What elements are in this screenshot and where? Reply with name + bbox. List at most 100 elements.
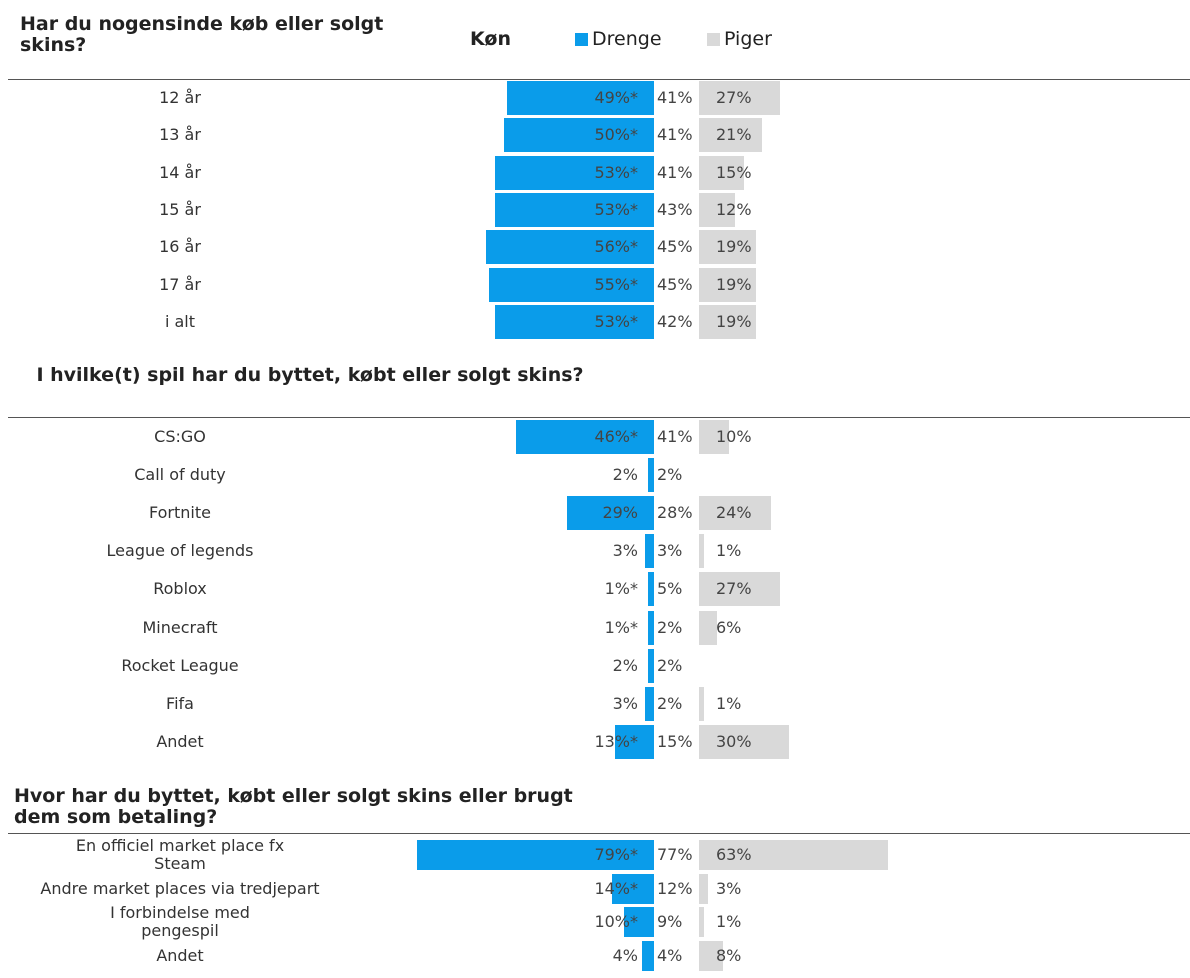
bar-piger (699, 192, 735, 227)
bar-drenge (486, 230, 654, 265)
value-label-drenge: 53%* (594, 162, 638, 182)
value-label-drenge: 4% (612, 945, 638, 965)
value-label-total: 2% (657, 465, 683, 485)
value-label-drenge: 53%* (594, 199, 638, 219)
category-label: En officiel market place fx Steam (75, 836, 285, 873)
bar-drenge (615, 724, 654, 759)
value-label-total: 77% (657, 845, 693, 864)
value-label-total: 43% (657, 199, 693, 219)
bar-piger (699, 496, 771, 531)
value-label-drenge: 29% (602, 503, 638, 523)
value-label-total: 41% (657, 427, 693, 446)
bar-drenge (516, 420, 654, 454)
value-label-total: 45% (657, 274, 693, 294)
value-label-piger: 24% (716, 503, 752, 523)
value-label-piger: 27% (716, 88, 752, 107)
bar-piger (699, 907, 704, 937)
category-label: Roblox (153, 579, 207, 599)
value-label-total: 41% (657, 162, 693, 182)
bar-piger (699, 267, 756, 302)
category-label: 14 år (159, 162, 201, 182)
category-label: i alt (164, 311, 196, 331)
legend-title: Køn (470, 28, 511, 50)
value-label-total: 28% (657, 503, 693, 523)
category-label: 16 år (159, 237, 201, 257)
legend-item-drenge: Drenge (575, 28, 662, 50)
value-label-total: 41% (657, 88, 693, 107)
bar-piger (699, 686, 704, 721)
value-label-total: 2% (657, 617, 683, 637)
value-label-drenge: 50%* (594, 125, 638, 145)
category-label: League of legends (106, 541, 254, 561)
value-label-drenge: 53%* (594, 311, 638, 331)
value-label-piger: 1% (716, 541, 742, 561)
bar-drenge (567, 496, 654, 531)
value-label-drenge: 2% (612, 655, 638, 675)
bar-piger (699, 230, 756, 265)
value-label-piger: 19% (716, 274, 752, 294)
section-divider-1 (8, 79, 1190, 80)
value-label-total: 41% (657, 125, 693, 145)
value-label-drenge: 3% (612, 693, 638, 713)
bar-drenge (648, 648, 654, 683)
section-title-2: I hvilke(t) spil har du byttet, købt ell… (36, 364, 584, 386)
value-label-piger: 63% (716, 845, 752, 864)
value-label-total: 5% (657, 579, 683, 599)
value-label-total: 2% (657, 693, 683, 713)
bar-drenge (417, 840, 654, 870)
value-label-piger: 6% (716, 617, 742, 637)
value-label-drenge: 1%* (604, 579, 638, 599)
bar-drenge (504, 118, 654, 153)
value-label-drenge: 13%* (594, 731, 638, 751)
value-label-total: 4% (657, 945, 683, 965)
bar-drenge (507, 81, 654, 115)
value-label-drenge: 55%* (594, 274, 638, 294)
bar-piger (699, 118, 762, 153)
bar-drenge (495, 155, 654, 190)
value-label-piger: 15% (716, 162, 752, 182)
category-label: 15 år (159, 199, 201, 219)
bar-drenge (648, 610, 654, 645)
bar-piger (699, 534, 704, 569)
category-label: Andet (156, 945, 204, 965)
value-label-total: 42% (657, 311, 693, 331)
legend-label-drenge: Drenge (592, 28, 662, 50)
bar-piger (699, 420, 729, 454)
value-label-piger: 3% (716, 878, 742, 898)
section-title-3: Hvor har du byttet, købt eller solgt ski… (14, 785, 573, 828)
value-label-total: 2% (657, 655, 683, 675)
legend-label-piger: Piger (724, 28, 772, 50)
bar-piger (699, 304, 756, 339)
bar-piger (699, 840, 888, 870)
value-label-total: 3% (657, 541, 683, 561)
value-label-drenge: 46%* (594, 427, 638, 446)
value-label-total: 9% (657, 912, 683, 931)
bar-drenge (648, 458, 654, 493)
bar-drenge (648, 572, 654, 607)
bar-piger (699, 572, 780, 607)
value-label-drenge: 2% (612, 465, 638, 485)
value-label-piger: 1% (716, 912, 742, 931)
category-label: Rocket League (121, 655, 239, 675)
bar-piger (699, 81, 780, 115)
value-label-piger: 12% (716, 199, 752, 219)
value-label-piger: 19% (716, 311, 752, 331)
category-label: Andre market places via tredjepart (40, 878, 320, 898)
value-label-drenge: 56%* (594, 237, 638, 257)
bar-drenge (495, 304, 654, 339)
section-divider-2 (8, 417, 1190, 418)
bar-piger (699, 610, 717, 645)
legend-swatch-piger (707, 32, 720, 46)
category-label: Fifa (166, 693, 194, 713)
bar-piger (699, 155, 744, 190)
bar-piger (699, 724, 789, 759)
bar-drenge (489, 267, 654, 302)
bar-drenge (645, 534, 654, 569)
category-label: Minecraft (142, 617, 218, 637)
value-label-drenge: 79%* (594, 845, 638, 864)
legend-item-piger: Piger (707, 28, 772, 50)
bar-drenge (645, 686, 654, 721)
value-label-piger: 8% (716, 945, 742, 965)
section-title-1: Har du nogensinde køb eller solgt skins? (20, 13, 384, 56)
bar-piger (699, 873, 708, 904)
